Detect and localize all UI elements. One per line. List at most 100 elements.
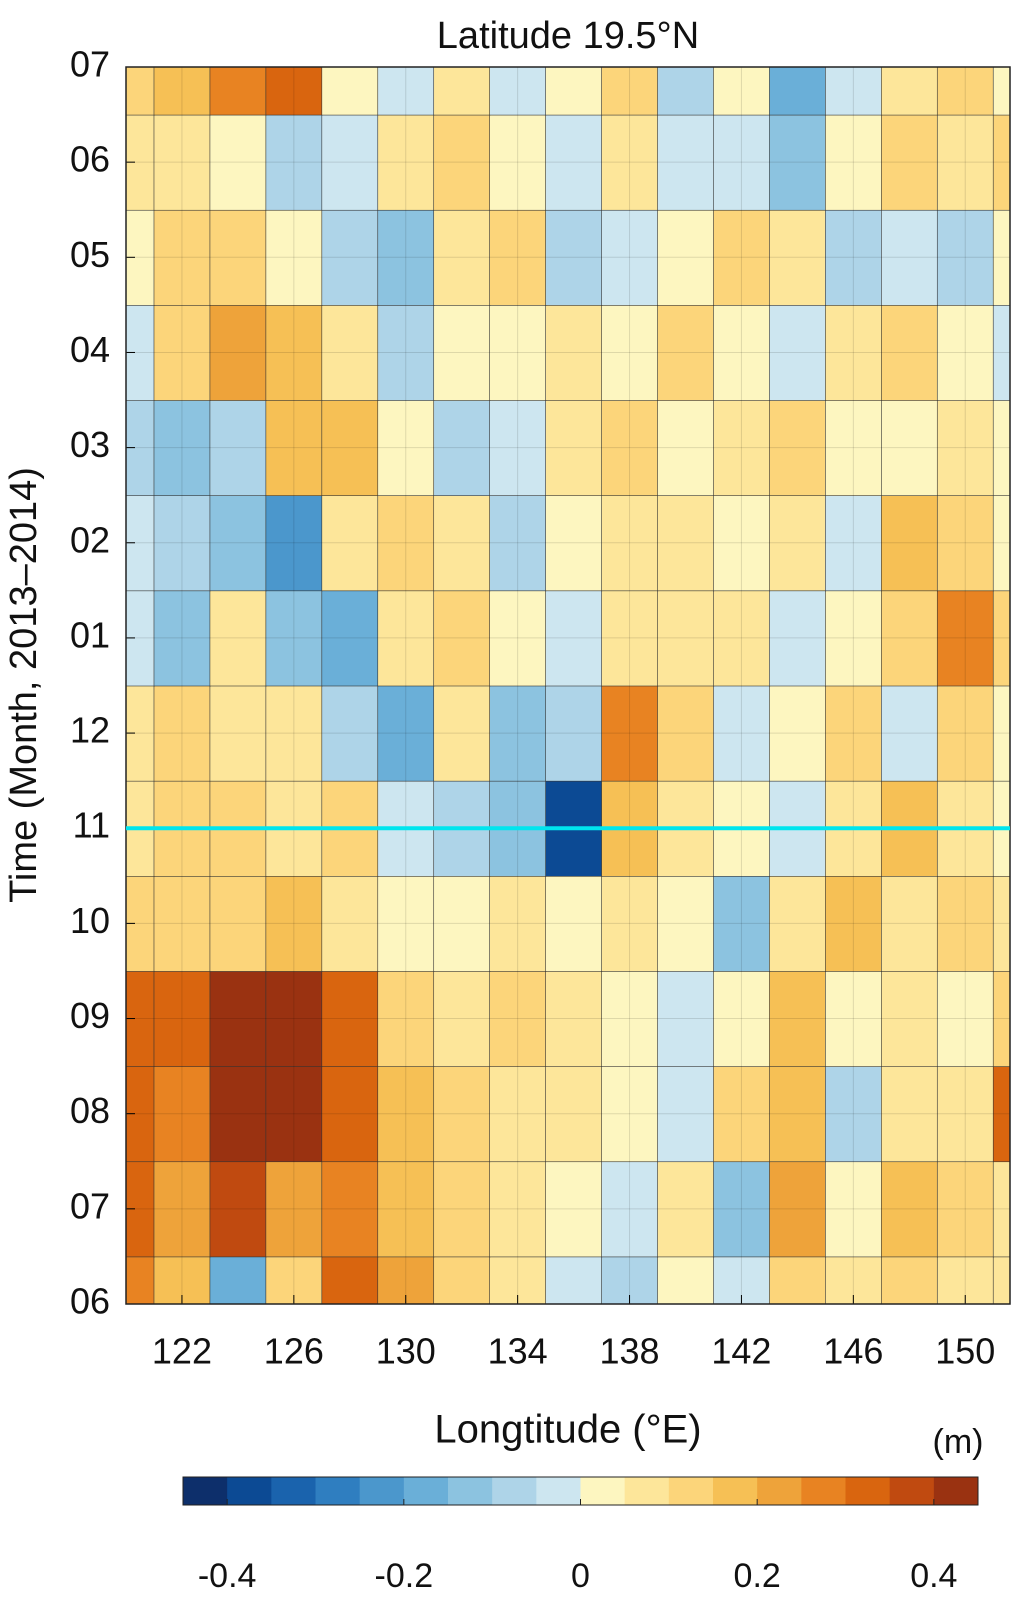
heatmap-cell [489, 590, 547, 687]
heatmap-cell [601, 970, 659, 1067]
heatmap-cell [377, 1160, 435, 1258]
heatmap-cell [433, 1065, 491, 1163]
heatmap-cell [489, 685, 547, 782]
colorbar-tick-label: 0 [571, 1557, 590, 1595]
heatmap-cell [489, 304, 547, 401]
heatmap-cell [433, 209, 491, 306]
heatmap-cell [321, 304, 379, 401]
heatmap-cell [881, 590, 939, 687]
heatmap-cell [265, 1160, 323, 1258]
y-tick-label: 04 [70, 329, 110, 370]
colorbar-label: (m) [933, 1423, 984, 1461]
heatmap-cell [433, 114, 491, 211]
chart-title: Latitude 19.5°N [437, 15, 699, 57]
heatmap-cell [769, 494, 827, 592]
heatmap-cell [601, 399, 659, 496]
colorbar-swatch [359, 1477, 405, 1505]
x-tick-label: 150 [935, 1331, 995, 1372]
heatmap-cell [657, 114, 715, 211]
plot-frame [125, 66, 1011, 1305]
heatmap-cell [657, 970, 715, 1067]
x-tick-label: 134 [488, 1331, 548, 1372]
heatmap-cell [825, 875, 883, 972]
heatmap-cell [209, 209, 267, 306]
y-tick-label: 02 [70, 519, 110, 560]
heatmap-cell [992, 590, 1010, 687]
heatmap-cell [657, 399, 715, 496]
heatmap-cell [713, 114, 771, 211]
heatmap-cell [126, 67, 155, 116]
heatmap-cell [881, 304, 939, 401]
heatmap-cell [489, 209, 547, 306]
heatmap-cell [545, 590, 603, 687]
heatmap-cell [321, 590, 379, 687]
heatmap-cell [825, 304, 883, 401]
heatmap-cell [545, 399, 603, 496]
heatmap-cell [657, 875, 715, 972]
heatmap [126, 67, 1010, 1304]
heatmap-cell [601, 1160, 659, 1258]
heatmap-cell [713, 304, 771, 401]
x-tick-label: 130 [376, 1331, 436, 1372]
heatmap-cell [825, 209, 883, 306]
heatmap-cell [209, 114, 267, 211]
heatmap-cell [433, 590, 491, 687]
x-tick-label: 142 [711, 1331, 771, 1372]
y-tick-label: 06 [70, 139, 110, 180]
colorbar-swatch [315, 1477, 361, 1505]
heatmap-cell [265, 590, 323, 687]
heatmap-cell [265, 114, 323, 211]
heatmap-cell [992, 1160, 1010, 1258]
heatmap-cell [209, 399, 267, 496]
colorbar-tick-label: 0.2 [734, 1557, 781, 1595]
heatmap-cell [936, 685, 995, 782]
heatmap-cell [321, 970, 379, 1067]
axes: 122 126 130 134 138 142 146 150 06 07 08 09 10 11 12 01… [70, 44, 1011, 1595]
heatmap-cell [713, 1065, 771, 1163]
y-tick-label: 11 [73, 805, 110, 846]
heatmap-cell [153, 590, 211, 687]
heatmap-cell [769, 590, 827, 687]
heatmap-cell [601, 209, 659, 306]
colorbar-swatch [403, 1477, 449, 1505]
heatmap-cell [377, 1065, 435, 1163]
heatmap-cell [209, 304, 267, 401]
heatmap-cell [769, 67, 827, 116]
heatmap-cell [545, 1256, 603, 1304]
heatmap-cell [489, 1065, 547, 1163]
y-axis-label: Time (Month, 2013–2014) [3, 467, 45, 903]
colorbar-swatch [845, 1477, 891, 1505]
heatmap-cell [321, 494, 379, 592]
colorbar-swatch [448, 1477, 493, 1505]
heatmap-cell [825, 685, 883, 782]
y-tick-label: 12 [70, 710, 110, 751]
heatmap-cell [433, 399, 491, 496]
heatmap-cell [321, 67, 379, 116]
x-axis-label: Longtitude (°E) [434, 1408, 701, 1452]
heatmap-cell [489, 1160, 547, 1258]
heatmap-cell [936, 494, 995, 592]
heatmap-cell [153, 67, 211, 116]
heatmap-cell [992, 970, 1010, 1067]
heatmap-cell [321, 399, 379, 496]
colorbar-swatch [757, 1477, 802, 1505]
colorbar-tick-label: -0.4 [198, 1557, 257, 1595]
colorbar-swatch [536, 1477, 581, 1505]
colorbar-swatch [801, 1477, 846, 1505]
heatmap-cell [433, 304, 491, 401]
heatmap-cell [321, 1065, 379, 1163]
heatmap-cell [881, 875, 939, 972]
heatmap-cell [377, 494, 435, 592]
heatmap-cell [992, 304, 1010, 401]
heatmap-cell [209, 67, 267, 116]
heatmap-cell [265, 304, 323, 401]
heatmap-cell [265, 685, 323, 782]
colorbar-swatch [227, 1477, 272, 1505]
colorbar-swatch [889, 1477, 935, 1505]
heatmap-cell [881, 1256, 939, 1304]
heatmap-cell [377, 590, 435, 687]
heatmap-cell [433, 67, 491, 116]
heatmap-cell [713, 399, 771, 496]
heatmap-cell [713, 1160, 771, 1258]
